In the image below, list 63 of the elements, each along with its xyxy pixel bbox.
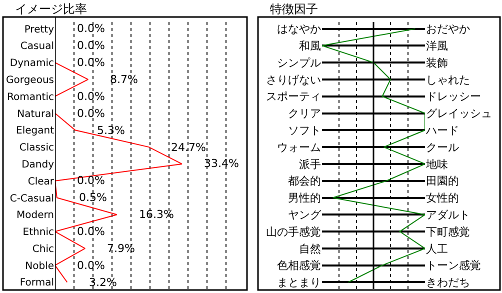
y2-tick-label: 女性的 — [426, 192, 459, 205]
y2-tick-label: 地味 — [425, 158, 448, 171]
data-label: 0.0% — [77, 225, 105, 238]
y-tick-label: Dandy — [22, 159, 54, 170]
data-label: 0.0% — [77, 56, 105, 69]
data-label: 0.0% — [77, 90, 105, 103]
data-label: 0.0% — [77, 107, 105, 120]
y2-tick-label: クール — [426, 140, 459, 154]
y-tick-label: Romantic — [6, 92, 54, 103]
y2-tick-label: アダルト — [426, 208, 470, 222]
y-tick-label: ウォーム — [277, 140, 321, 154]
y-tick-label: スポーティ — [266, 90, 321, 104]
data-label: 0.5% — [79, 191, 107, 204]
y2-tick-label: 洋風 — [426, 40, 448, 53]
data-label: 0.0% — [77, 174, 105, 187]
data-label: 0.0% — [77, 22, 105, 35]
data-label: 0.0% — [77, 259, 105, 272]
y-tick-label: 派手 — [299, 158, 321, 171]
y-tick-label: ヤング — [288, 208, 322, 222]
y-tick-label: ソフト — [288, 124, 321, 137]
y-tick-label: さりげない — [266, 73, 321, 86]
y2-tick-label: グレイッシュ — [426, 107, 492, 120]
y-tick-label: Clear — [28, 176, 55, 188]
y-tick-label: 男性的 — [288, 192, 321, 205]
y-tick-label: Casual — [20, 41, 54, 52]
y2-tick-label: 田園的 — [426, 174, 459, 188]
y-tick-label: 山の手感覚 — [266, 225, 321, 238]
y-tick-label: はなやか — [277, 22, 321, 36]
y-tick-label: 色相感覚 — [277, 259, 321, 272]
data-label: 3.2% — [89, 276, 117, 289]
y2-tick-label: トーン感覚 — [426, 259, 481, 272]
chart-title: イメージ比率 — [15, 2, 87, 16]
data-label: 24.7% — [171, 141, 206, 154]
data-label: 5.3% — [97, 124, 125, 137]
y-tick-label: 都会的 — [288, 174, 321, 188]
y-tick-label: Ethnic — [22, 227, 54, 238]
y-tick-label: C-Casual — [10, 193, 54, 204]
y2-tick-label: ハード — [425, 124, 459, 137]
y-tick-label: Noble — [25, 260, 54, 272]
chart-title: 特徴因子 — [270, 2, 318, 16]
y-tick-label: Chic — [32, 244, 54, 255]
y2-tick-label: しゃれた — [426, 73, 470, 86]
y2-tick-label: 装飾 — [426, 56, 448, 70]
y-tick-label: シンプル — [277, 56, 321, 70]
y2-tick-label: 人工 — [426, 242, 448, 256]
data-label: 16.3% — [139, 208, 174, 221]
y2-tick-label: おだやか — [426, 22, 470, 36]
y-tick-label: Elegant — [16, 126, 54, 137]
y-tick-label: 和風 — [299, 40, 321, 53]
data-label: 0.0% — [77, 39, 105, 52]
y2-tick-label: 下町感覚 — [426, 225, 470, 238]
y2-tick-label: ドレッシー — [426, 90, 481, 104]
y-tick-label: Formal — [20, 278, 54, 289]
y-tick-label: Gorgeous — [6, 74, 54, 86]
y-tick-label: Natural — [17, 108, 54, 120]
y-tick-label: 自然 — [299, 242, 321, 256]
y-tick-label: Classic — [19, 142, 54, 154]
y2-tick-label: きわだち — [426, 276, 470, 290]
y-tick-label: Modern — [16, 210, 54, 222]
y-tick-label: まとまり — [277, 276, 321, 290]
y-tick-label: クリア — [288, 107, 321, 120]
y-tick-label: Pretty — [24, 24, 54, 36]
y-tick-label: Dynamic — [10, 58, 54, 70]
